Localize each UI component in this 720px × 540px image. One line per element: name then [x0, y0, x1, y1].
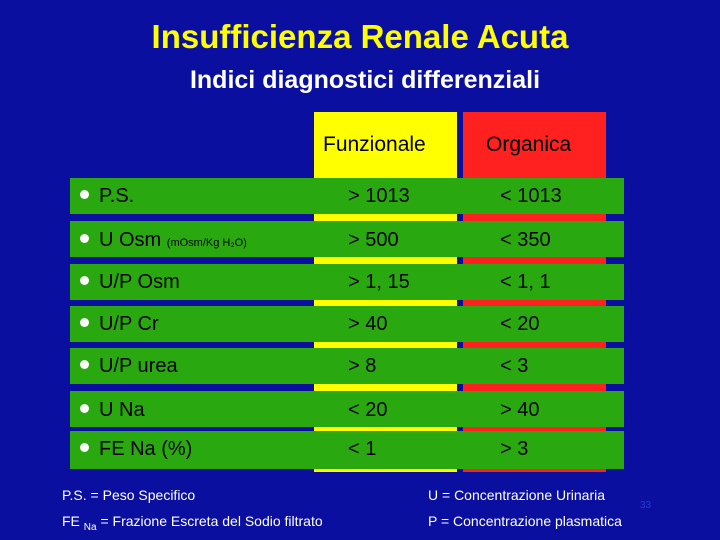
functional-value: > 500	[348, 229, 399, 251]
bullet-icon	[80, 190, 89, 200]
functional-value: > 1, 15	[348, 271, 410, 293]
row-bar	[70, 431, 624, 469]
functional-value: > 8	[348, 355, 377, 377]
row-bar	[70, 221, 624, 257]
slide-number: 33	[640, 500, 652, 511]
bullet-icon	[80, 404, 89, 414]
organic-value: < 350	[500, 229, 551, 251]
organic-value: > 3	[500, 438, 529, 460]
table-row-label: U/P urea	[80, 355, 178, 378]
table-row-label: P.S.	[80, 185, 134, 208]
functional-value: < 1	[348, 438, 377, 460]
table-row-label: FE Na (%)	[80, 438, 192, 461]
table-row-label: U Osm (mOsm/Kg H₂O)	[80, 229, 247, 252]
header-functional: Funzionale	[323, 133, 426, 156]
unit-label: (mOsm/Kg H₂O)	[166, 237, 247, 249]
table-row-label: U Na	[80, 399, 145, 422]
functional-value: > 40	[348, 313, 388, 335]
row-bar	[70, 391, 624, 427]
legend-ps: P.S. = Peso Specifico	[62, 487, 196, 503]
legend-p: P = Concentrazione plasmatica	[428, 513, 622, 529]
row-bar	[70, 306, 624, 342]
functional-value: < 20	[348, 399, 388, 421]
organic-value: < 3	[500, 355, 529, 377]
row-bar	[70, 348, 624, 384]
bullet-icon	[80, 276, 89, 286]
organic-value: < 1, 1	[500, 271, 551, 293]
legend-u: U = Concentrazione Urinaria	[428, 487, 606, 503]
bullet-icon	[80, 360, 89, 370]
bullet-icon	[80, 443, 89, 453]
bullet-icon	[80, 318, 89, 328]
row-bar	[70, 264, 624, 300]
organic-value: < 1013	[500, 185, 562, 207]
legend-fe: FE Na = Frazione Escreta del Sodio filtr…	[62, 513, 323, 533]
organic-value: > 40	[500, 399, 540, 421]
organic-value: < 20	[500, 313, 540, 335]
slide-subtitle: Indici diagnostici differenziali	[189, 66, 541, 94]
table-row-label: U/P Osm	[80, 271, 180, 294]
table-row-label: U/P Cr	[80, 313, 159, 336]
slide-title: Insufficienza Renale Acuta	[151, 18, 569, 55]
bullet-icon	[80, 234, 89, 244]
header-organic: Organica	[486, 133, 572, 156]
functional-value: > 1013	[348, 185, 410, 207]
row-bar	[70, 178, 624, 214]
